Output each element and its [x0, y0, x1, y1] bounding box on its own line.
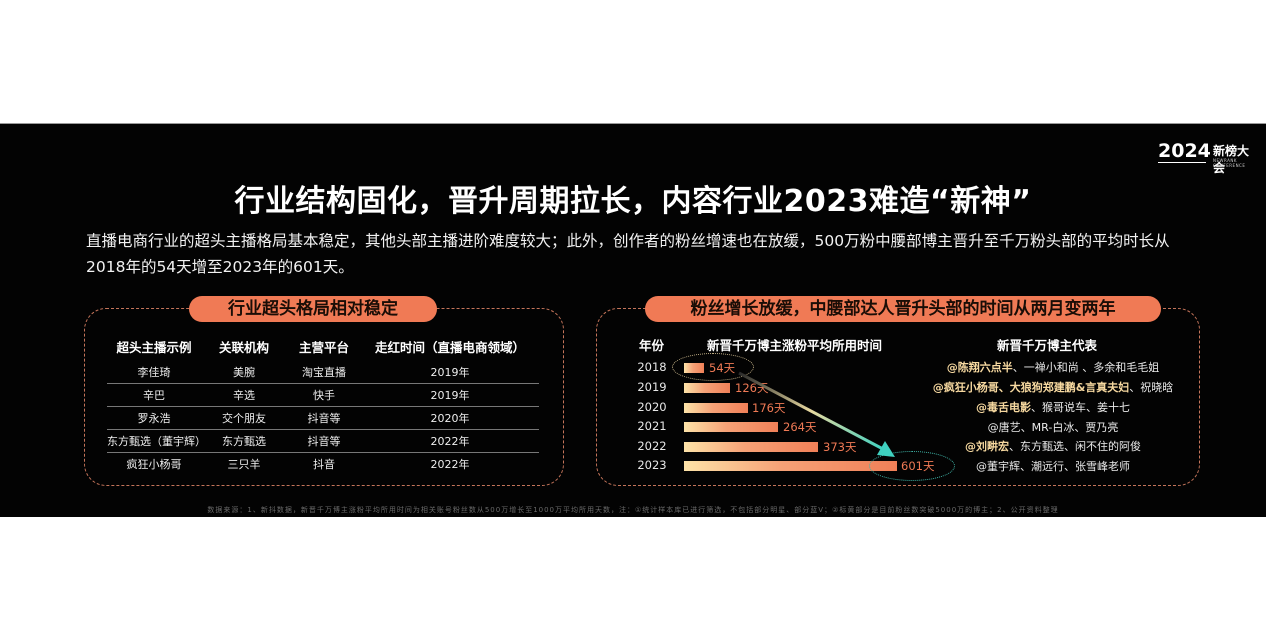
highlighted-creator: @刘畊宏: [965, 440, 1009, 453]
cell-org: 三只羊: [227, 458, 261, 471]
highlight-ellipse-2018: [672, 353, 754, 381]
col-header-year: 年份: [639, 338, 665, 353]
table-row: 东方甄选（董宇辉） 东方甄选 抖音等 2022年: [107, 429, 539, 453]
representatives-2020: @毒舌电影、猴哥说车、姜十七: [927, 399, 1179, 415]
other-creators: @唐艺、MR-白冰、贾乃亮: [987, 421, 1119, 434]
representatives-2021: @唐艺、MR-白冰、贾乃亮: [927, 419, 1179, 435]
cell-platform: 淘宝直播: [287, 361, 361, 384]
cell-platform: 抖音等: [287, 429, 361, 453]
cell-time: 2022年: [430, 458, 470, 471]
year-label: 2020: [637, 400, 667, 414]
top-streamers-table: 超头主播示例 关联机构 主营平台 走红时间（直播电商领域） 李佳琦 美腕 淘宝直…: [107, 331, 539, 475]
cell-platform: 抖音: [313, 458, 335, 471]
cell-time: 2019年: [361, 361, 539, 384]
cell-org: 交个朋友: [201, 406, 287, 430]
logo-year: 2024: [1158, 140, 1211, 162]
other-creators: 、一禅小和尚 、多余和毛毛姐: [1012, 361, 1160, 374]
cell-streamer: 辛巴: [107, 383, 201, 407]
bar-value: 373天: [823, 440, 857, 454]
fan-growth-panel: 粉丝增长放缓，中腰部达人晋升头部的时间从两月变两年 年份 新晋千万博主涨粉平均所…: [596, 296, 1200, 486]
table-row: 疯狂小杨哥 三只羊 抖音 2022年: [107, 453, 539, 476]
other-creators: 、猴哥说车、姜十七: [1031, 401, 1130, 414]
representatives-2018: @陈翔六点半、一禅小和尚 、多余和毛毛姐: [927, 359, 1179, 375]
cell-streamer: 罗永浩: [107, 406, 201, 430]
year-label: 2018: [637, 360, 667, 374]
col-header-avg-time: 新晋千万博主涨粉平均所用时间: [707, 338, 883, 353]
panel-title-pill: 粉丝增长放缓，中腰部达人晋升头部的时间从两月变两年: [645, 296, 1161, 322]
col-header-time: 走红时间（直播电商领域）: [374, 339, 525, 355]
table-header-row: 超头主播示例 关联机构 主营平台 走红时间（直播电商领域）: [107, 331, 539, 361]
cell-org: 东方甄选: [201, 429, 287, 453]
slide: 2024 新榜大会 NEWRANK CONFERENCE 行业结构固化，晋升周期…: [0, 123, 1266, 517]
year-label: 2022: [637, 439, 667, 453]
year-label: 2021: [637, 419, 667, 433]
year-label: 2019: [637, 380, 667, 394]
logo-underline: [1158, 162, 1206, 163]
table-row: 李佳琦 美腕 淘宝直播 2019年: [107, 361, 539, 384]
bar-value: 176天: [752, 401, 786, 415]
page-title: 行业结构固化，晋升周期拉长，内容行业2023难造“新神”: [234, 184, 1032, 219]
bar-2022: [684, 442, 818, 452]
cell-streamer: 疯狂小杨哥: [126, 458, 182, 471]
bar-2021: [684, 422, 778, 432]
table-row: 辛巴 辛选 快手 2019年: [107, 383, 539, 407]
highlighted-creator: @疯狂小杨哥、大狼狗郑建鹏&言真夫妇: [932, 381, 1130, 394]
conference-logo: 2024 新榜大会 NEWRANK CONFERENCE: [1158, 138, 1258, 175]
cell-org: 辛选: [201, 383, 287, 407]
panel-title-pill: 行业超头格局相对稳定: [189, 296, 437, 322]
other-creators: 、东方甄选、闲不住的阿俊: [1009, 440, 1141, 453]
cell-time: 2019年: [361, 383, 539, 407]
representatives-2023: @董宇辉、潮远行、张雪峰老师: [927, 458, 1179, 474]
highlighted-creator: @陈翔六点半: [946, 361, 1013, 374]
cell-platform: 快手: [287, 383, 361, 407]
year-label: 2023: [637, 458, 667, 472]
top-streamers-panel: 行业超头格局相对稳定 超头主播示例 关联机构 主营平台 走红时间（直播电商领域）…: [84, 296, 564, 486]
description: 直播电商行业的超头主播格局基本稳定，其他头部主播进阶难度较大；此外，创作者的粉丝…: [86, 232, 1170, 276]
trend-arrow-icon: [738, 371, 895, 457]
other-creators: @董宇辉、潮远行、张雪峰老师: [976, 460, 1130, 473]
data-source-footnote: 数据来源：1、新抖数据，新晋千万博主涨粉平均所用时间为相关账号粉丝数从500万增…: [207, 506, 1059, 514]
col-header-org: 关联机构: [218, 339, 269, 355]
representatives-2019: @疯狂小杨哥、大狼狗郑建鹏&言真夫妇、祝晓晗: [927, 379, 1179, 395]
highlighted-creator: @毒舌电影: [976, 401, 1031, 414]
table-row: 罗永浩 交个朋友 抖音等 2020年: [107, 406, 539, 430]
logo-name-en: NEWRANK CONFERENCE: [1213, 158, 1246, 168]
col-header-representatives: 新晋千万博主代表: [997, 338, 1098, 353]
bar-2023: [684, 461, 897, 471]
cell-platform: 抖音等: [287, 406, 361, 430]
representatives-2022: @刘畊宏、东方甄选、闲不住的阿俊: [927, 438, 1179, 454]
bar-2019: [684, 383, 730, 393]
highlight-ellipse-2023: [869, 451, 955, 481]
cell-time: 2020年: [361, 406, 539, 430]
cell-time: 2022年: [361, 429, 539, 453]
logo-name-cn: 新榜大会: [1213, 144, 1250, 175]
col-header-streamer: 超头主播示例: [116, 339, 192, 355]
other-creators: 、祝晓晗: [1129, 381, 1174, 394]
cell-org: 美腕: [201, 361, 287, 384]
cell-streamer: 东方甄选（董宇辉）: [107, 429, 206, 453]
bar-2020: [684, 403, 748, 413]
cell-streamer: 李佳琦: [107, 361, 201, 384]
col-header-platform: 主营平台: [298, 339, 349, 355]
bar-value: 264天: [783, 420, 817, 434]
